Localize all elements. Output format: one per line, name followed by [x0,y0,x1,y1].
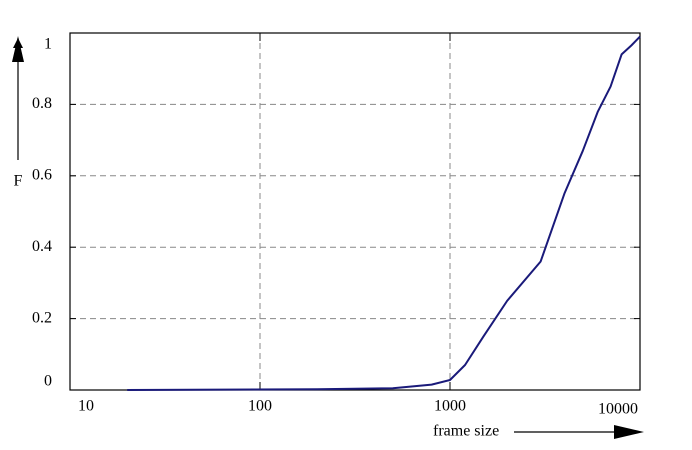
y-tick-label: 0.4 [32,238,52,255]
y-tick-label: 0.8 [32,95,52,112]
y-tick-label: 1 [44,36,52,53]
series-line [127,35,641,391]
x-tick-label: 100 [248,398,272,415]
y-tick-label: 0.2 [32,309,52,326]
x-tick-label: 10 [78,398,94,415]
x-arrow-head [614,425,644,439]
plot-frame [69,32,641,391]
x-tick-label: 1000 [434,398,466,415]
y-tick-label: 0 [44,373,52,390]
x-axis-label: frame size [433,423,499,440]
x-tick-label: 10000 [598,401,638,418]
y-arrow-head [12,36,24,62]
y-tick-label: 0.6 [32,166,52,183]
y-axis-label: F [14,173,23,190]
